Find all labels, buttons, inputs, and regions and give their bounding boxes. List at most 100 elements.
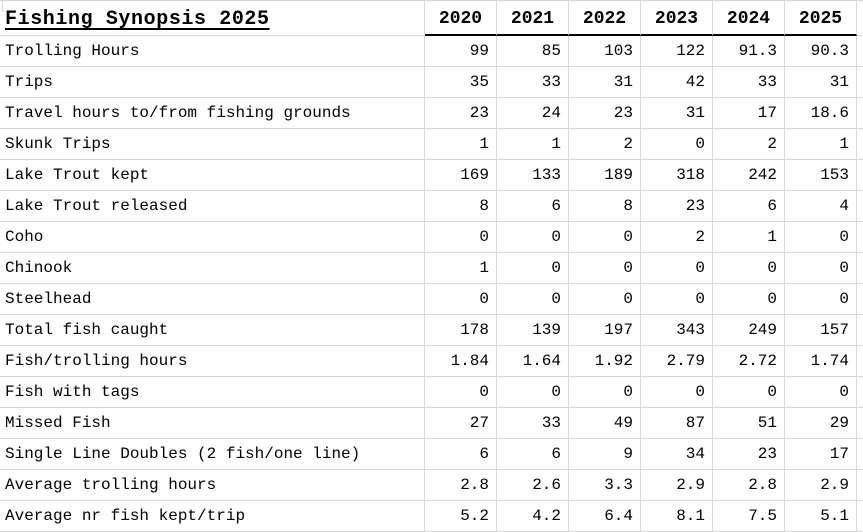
value-cell[interactable]: 85 — [497, 36, 569, 67]
value-cell[interactable]: 27 — [425, 408, 497, 439]
value-cell[interactable]: 1 — [425, 253, 497, 284]
value-cell[interactable]: 9 — [569, 439, 641, 470]
row-label[interactable]: Fish with tags — [0, 377, 425, 408]
value-cell[interactable]: 0 — [641, 129, 713, 160]
value-cell[interactable]: 2 — [641, 222, 713, 253]
row-label[interactable]: Lake Trout kept — [0, 160, 425, 191]
year-header[interactable]: 2022 — [569, 1, 641, 36]
value-cell[interactable]: 0 — [713, 284, 785, 315]
row-label[interactable]: Steelhead — [0, 284, 425, 315]
value-cell[interactable]: 0 — [785, 222, 857, 253]
value-cell[interactable]: 8 — [569, 191, 641, 222]
value-cell[interactable]: 99 — [425, 36, 497, 67]
sheet-title-cell[interactable]: Fishing Synopsis 2025 — [0, 1, 425, 36]
value-cell[interactable]: 35 — [425, 67, 497, 98]
value-cell[interactable]: 0 — [785, 253, 857, 284]
value-cell[interactable]: 1.64 — [497, 346, 569, 377]
value-cell[interactable]: 0 — [497, 377, 569, 408]
value-cell[interactable]: 2 — [713, 129, 785, 160]
value-cell[interactable]: 33 — [497, 67, 569, 98]
value-cell[interactable]: 23 — [569, 98, 641, 129]
value-cell[interactable]: 0 — [425, 222, 497, 253]
value-cell[interactable]: 1.84 — [425, 346, 497, 377]
value-cell[interactable]: 1.92 — [569, 346, 641, 377]
row-label[interactable]: Missed Fish — [0, 408, 425, 439]
value-cell[interactable]: 0 — [641, 284, 713, 315]
value-cell[interactable]: 2.6 — [497, 470, 569, 501]
value-cell[interactable]: 2.72 — [713, 346, 785, 377]
value-cell[interactable]: 34 — [641, 439, 713, 470]
value-cell[interactable]: 343 — [641, 315, 713, 346]
value-cell[interactable]: 2.8 — [425, 470, 497, 501]
row-label[interactable]: Average trolling hours — [0, 470, 425, 501]
value-cell[interactable]: 5.1 — [785, 501, 857, 532]
row-label[interactable]: Travel hours to/from fishing grounds — [0, 98, 425, 129]
value-cell[interactable]: 0 — [497, 284, 569, 315]
value-cell[interactable]: 49 — [569, 408, 641, 439]
row-label[interactable]: Coho — [0, 222, 425, 253]
value-cell[interactable]: 3.3 — [569, 470, 641, 501]
value-cell[interactable]: 0 — [641, 253, 713, 284]
row-label[interactable]: Single Line Doubles (2 fish/one line) — [0, 439, 425, 470]
value-cell[interactable]: 0 — [713, 253, 785, 284]
value-cell[interactable]: 5.2 — [425, 501, 497, 532]
row-label[interactable]: Lake Trout released — [0, 191, 425, 222]
value-cell[interactable]: 2 — [569, 129, 641, 160]
value-cell[interactable]: 249 — [713, 315, 785, 346]
value-cell[interactable]: 0 — [641, 377, 713, 408]
value-cell[interactable]: 1 — [785, 129, 857, 160]
value-cell[interactable]: 0 — [497, 222, 569, 253]
value-cell[interactable]: 189 — [569, 160, 641, 191]
value-cell[interactable]: 91.3 — [713, 36, 785, 67]
value-cell[interactable]: 2.9 — [785, 470, 857, 501]
value-cell[interactable]: 157 — [785, 315, 857, 346]
value-cell[interactable]: 4 — [785, 191, 857, 222]
value-cell[interactable]: 0 — [425, 377, 497, 408]
value-cell[interactable]: 42 — [641, 67, 713, 98]
value-cell[interactable]: 2.79 — [641, 346, 713, 377]
value-cell[interactable]: 24 — [497, 98, 569, 129]
value-cell[interactable]: 23 — [641, 191, 713, 222]
row-label[interactable]: Total fish caught — [0, 315, 425, 346]
value-cell[interactable]: 51 — [713, 408, 785, 439]
value-cell[interactable]: 7.5 — [713, 501, 785, 532]
value-cell[interactable]: 6 — [497, 191, 569, 222]
value-cell[interactable]: 17 — [785, 439, 857, 470]
year-header[interactable]: 2023 — [641, 1, 713, 36]
value-cell[interactable]: 318 — [641, 160, 713, 191]
value-cell[interactable]: 18.6 — [785, 98, 857, 129]
value-cell[interactable]: 6 — [425, 439, 497, 470]
value-cell[interactable]: 23 — [713, 439, 785, 470]
row-label[interactable]: Trolling Hours — [0, 36, 425, 67]
year-header[interactable]: 2021 — [497, 1, 569, 36]
value-cell[interactable]: 2.8 — [713, 470, 785, 501]
value-cell[interactable]: 0 — [497, 253, 569, 284]
year-header[interactable]: 2024 — [713, 1, 785, 36]
row-label[interactable]: Fish/trolling hours — [0, 346, 425, 377]
value-cell[interactable]: 0 — [569, 377, 641, 408]
value-cell[interactable]: 90.3 — [785, 36, 857, 67]
value-cell[interactable]: 139 — [497, 315, 569, 346]
value-cell[interactable]: 103 — [569, 36, 641, 67]
value-cell[interactable]: 33 — [713, 67, 785, 98]
value-cell[interactable]: 1 — [713, 222, 785, 253]
row-label[interactable]: Skunk Trips — [0, 129, 425, 160]
value-cell[interactable]: 1 — [497, 129, 569, 160]
value-cell[interactable]: 23 — [425, 98, 497, 129]
value-cell[interactable]: 1 — [425, 129, 497, 160]
value-cell[interactable]: 29 — [785, 408, 857, 439]
value-cell[interactable]: 178 — [425, 315, 497, 346]
value-cell[interactable]: 1.74 — [785, 346, 857, 377]
value-cell[interactable]: 0 — [569, 222, 641, 253]
value-cell[interactable]: 0 — [785, 377, 857, 408]
year-header[interactable]: 2025 — [785, 1, 857, 36]
value-cell[interactable]: 0 — [569, 284, 641, 315]
value-cell[interactable]: 133 — [497, 160, 569, 191]
value-cell[interactable]: 4.2 — [497, 501, 569, 532]
value-cell[interactable]: 242 — [713, 160, 785, 191]
value-cell[interactable]: 33 — [497, 408, 569, 439]
year-header[interactable]: 2020 — [425, 1, 497, 36]
value-cell[interactable]: 169 — [425, 160, 497, 191]
value-cell[interactable]: 87 — [641, 408, 713, 439]
value-cell[interactable]: 8 — [425, 191, 497, 222]
